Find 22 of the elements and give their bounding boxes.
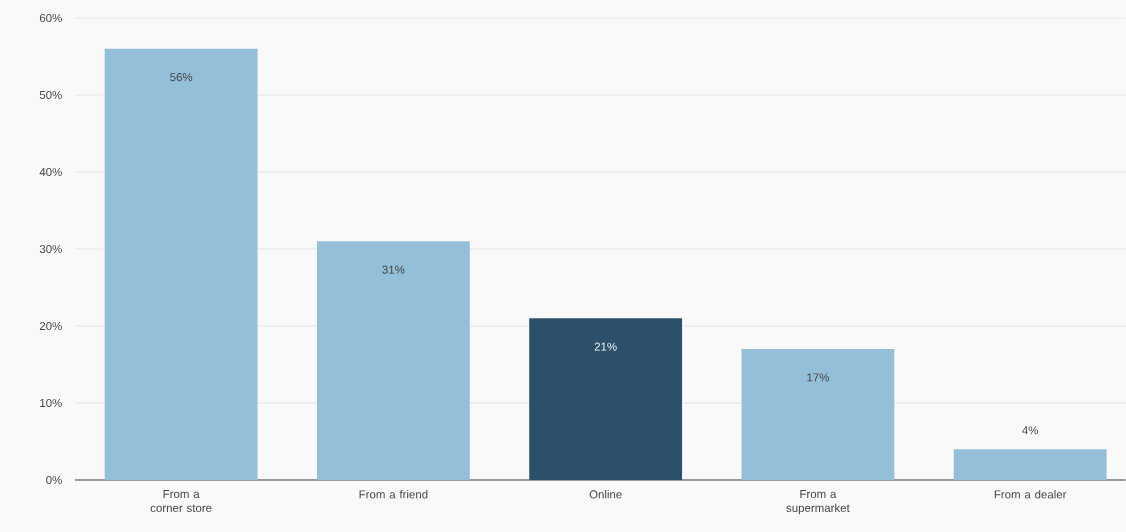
x-tick-label: From a dealer bbox=[994, 490, 1067, 499]
bar bbox=[741, 349, 895, 480]
bar bbox=[316, 241, 470, 480]
bar bbox=[104, 48, 258, 480]
y-tick-label: 0% bbox=[46, 475, 62, 485]
x-tick-label: Online bbox=[589, 490, 622, 499]
x-tick-label: From a supermarket bbox=[786, 490, 850, 515]
y-tick-label: 60% bbox=[39, 13, 62, 23]
y-tick-label: 50% bbox=[39, 90, 62, 100]
y-tick-label: 10% bbox=[40, 398, 62, 408]
data-label: 56% bbox=[170, 73, 193, 82]
y-tick-label: 30% bbox=[39, 244, 62, 254]
bar bbox=[529, 318, 683, 480]
data-label: 17% bbox=[807, 373, 829, 382]
data-label: 4% bbox=[1022, 426, 1039, 435]
y-tick-label: 20% bbox=[39, 321, 62, 331]
data-label: 21% bbox=[594, 342, 617, 351]
data-label: 31% bbox=[382, 265, 405, 274]
y-tick-label: 40% bbox=[39, 167, 62, 177]
x-tick-label: From a friend bbox=[359, 490, 428, 499]
x-tick-label: From a corner store bbox=[150, 490, 212, 513]
bar bbox=[953, 449, 1107, 480]
